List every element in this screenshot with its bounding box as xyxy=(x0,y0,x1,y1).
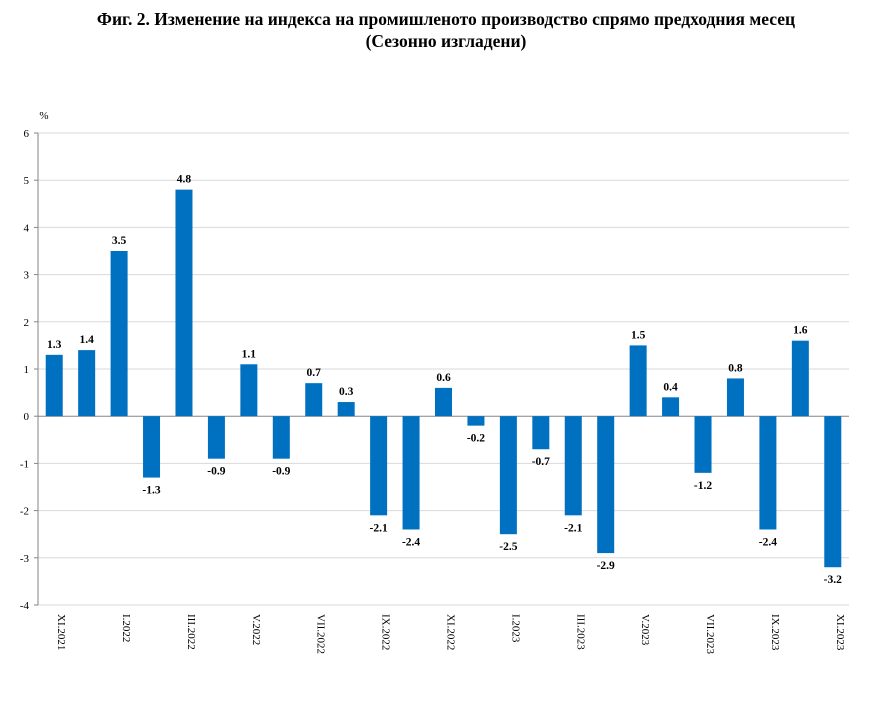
bar-i-2023 xyxy=(499,416,517,535)
y-tick-label: -4 xyxy=(20,600,30,612)
data-label: -2.9 xyxy=(597,560,615,572)
gridlines xyxy=(38,132,849,606)
bar-xii-2021 xyxy=(78,350,96,417)
bar-iii-2023 xyxy=(564,416,582,516)
x-tick-label: IX.2022 xyxy=(380,614,392,650)
data-label: -2.4 xyxy=(402,536,420,548)
bars xyxy=(45,189,842,568)
x-tick-label: VII.2022 xyxy=(315,614,327,654)
y-tick-label: 4 xyxy=(24,222,30,234)
data-label: 4.8 xyxy=(177,174,192,186)
data-label: 0.7 xyxy=(307,367,322,379)
x-tick-labels: XI.2021 I.2022 III.2022 V.2022 VII.2022 IX.20… xyxy=(55,614,846,655)
y-tick-label: 1 xyxy=(24,364,30,376)
bar-xii-2022 xyxy=(467,416,485,426)
y-tick-label: 6 xyxy=(24,128,30,140)
data-label: -2.5 xyxy=(499,541,517,553)
x-tick-label: I.2022 xyxy=(120,614,132,642)
y-tick-label: 5 xyxy=(24,175,30,187)
bar-xi-2021 xyxy=(45,354,63,417)
x-tick-label: XI.2022 xyxy=(445,614,457,650)
data-label: 0.8 xyxy=(728,362,743,374)
y-tick-label: -1 xyxy=(20,458,29,470)
data-label: 1.5 xyxy=(631,329,646,341)
chart-title: Фиг. 2. Изменение на индекса на промишле… xyxy=(96,9,796,29)
y-tick-labels: 6 5 4 3 2 1 0 -1 -2 -3 -4 xyxy=(20,128,30,612)
chart-subtitle: (Сезонно изгладени) xyxy=(365,31,527,51)
y-tick-label: -2 xyxy=(20,506,29,518)
bar-xi-2023 xyxy=(824,416,842,568)
bar-i-2022 xyxy=(110,251,128,417)
bar-viii-2023 xyxy=(726,378,744,417)
data-label: -0.7 xyxy=(532,456,550,468)
x-tick-label: V.2023 xyxy=(639,614,651,646)
x-tick-label: V.2022 xyxy=(250,614,262,645)
bar-v-2023 xyxy=(629,345,647,417)
bar-ii-2023 xyxy=(532,416,550,450)
bar-vii-2023 xyxy=(694,416,712,473)
x-tick-label: VII.2023 xyxy=(704,614,716,655)
bar-viii-2022 xyxy=(337,402,355,417)
data-label: -0.9 xyxy=(207,466,225,478)
bar-iv-2023 xyxy=(597,416,615,554)
data-label: -2.1 xyxy=(370,522,388,534)
bar-xi-2022 xyxy=(435,387,452,417)
data-label: -1.2 xyxy=(694,480,712,492)
data-labels: 1.3 1.4 3.5 -1.3 4.8 -0.9 1.1 -0.9 0.7 0.3 -2.1 -2.… xyxy=(47,174,842,587)
data-label: 1.4 xyxy=(79,334,94,346)
data-label: -2.1 xyxy=(564,522,582,534)
data-label: 0.6 xyxy=(436,372,451,384)
x-tick-label: IX.2023 xyxy=(769,614,781,651)
y-tick-label: -3 xyxy=(20,553,30,565)
bar-x-2023 xyxy=(791,340,809,417)
bar-iii-2022 xyxy=(175,189,193,417)
data-label: 1.1 xyxy=(242,348,257,360)
bar-vi-2022 xyxy=(272,416,290,459)
bar-ix-2023 xyxy=(759,416,777,530)
data-label: -3.2 xyxy=(824,574,842,586)
data-label: -0.2 xyxy=(467,433,485,445)
bar-x-2022 xyxy=(402,416,420,530)
data-label: -1.3 xyxy=(142,485,160,497)
bar-ii-2022 xyxy=(143,416,161,478)
data-label: -2.4 xyxy=(759,536,777,548)
y-axis-unit-label: % xyxy=(39,110,48,122)
bar-vii-2022 xyxy=(305,383,323,417)
data-label: 3.5 xyxy=(112,235,127,247)
data-label: 0.4 xyxy=(663,381,678,393)
data-label: 1.3 xyxy=(47,339,62,351)
x-tick-label: III.2023 xyxy=(574,614,586,650)
bar-vi-2023 xyxy=(662,397,680,417)
y-tick-label: 0 xyxy=(24,411,30,423)
bar-iv-2022 xyxy=(207,416,225,459)
bar-ix-2022 xyxy=(370,416,388,516)
x-tick-label: XI.2021 xyxy=(55,614,67,650)
x-tick-label: I.2023 xyxy=(509,614,521,643)
data-label: 1.6 xyxy=(793,325,808,337)
y-tick-label: 2 xyxy=(24,317,30,329)
y-tick-label: 3 xyxy=(24,270,30,282)
chart-title-block: Фиг. 2. Изменение на индекса на промишле… xyxy=(0,8,892,52)
x-tick-label: XI.2023 xyxy=(834,614,846,651)
bar-v-2022 xyxy=(240,364,258,417)
data-label: 0.3 xyxy=(339,386,354,398)
data-label: -0.9 xyxy=(272,466,290,478)
x-tick-label: III.2022 xyxy=(185,614,197,650)
